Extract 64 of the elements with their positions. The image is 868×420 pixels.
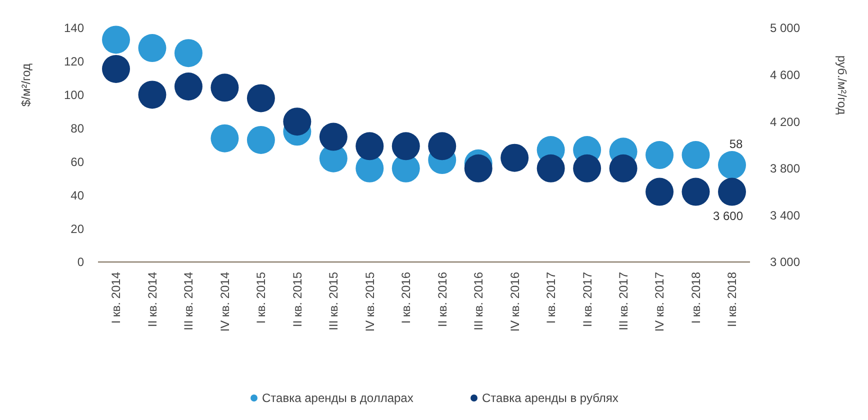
point [138,80,166,109]
point [283,108,312,136]
y2-tick-label: 4 200 [770,114,800,129]
y2-tick-label: 3 800 [770,162,800,176]
y-tick-label: 40 [70,188,84,202]
point [464,154,492,182]
point [392,132,420,160]
x-tick-label: III кв. 2015 [326,272,341,330]
x-tick-label: II кв. 2018 [725,272,740,327]
point [319,122,348,151]
point [102,54,130,83]
y2-tick-label: 3 400 [770,208,800,222]
point [646,178,674,206]
y-tick-label: 100 [64,88,84,102]
point [573,154,602,182]
point [138,34,166,62]
x-tick-label: I кв. 2018 [688,272,703,324]
x-tick-label: III кв. 2014 [182,272,196,330]
x-tick-label: IV кв. 2017 [652,272,667,332]
x-tick-label: III кв. 2016 [472,272,486,330]
y2-tick-label: 5 000 [770,21,800,36]
x-tick-label: IV кв. 2014 [218,272,232,332]
x-tick-label: II кв. 2015 [290,272,304,327]
point [174,39,202,68]
point [102,26,130,54]
y2-axis-title: руб./м²/год [835,55,849,115]
point [356,132,384,160]
x-tick-label: I кв. 2014 [109,272,124,324]
x-tick-label: II кв. 2016 [435,272,450,327]
y-tick-label: 20 [70,222,84,236]
x-tick-label: IV кв. 2015 [362,272,377,332]
x-tick-label: II кв. 2014 [145,272,160,327]
y-tick-label: 0 [77,255,84,270]
point [500,144,529,172]
point [536,154,565,182]
x-tick-label: II кв. 2017 [580,272,594,327]
point [246,126,275,154]
point [682,178,710,206]
legend-label: Ставка аренды в рублях [482,391,618,406]
point [246,84,275,112]
x-tick-label: I кв. 2016 [399,272,414,324]
point [210,124,239,152]
y-tick-label: 120 [64,54,84,69]
x-tick-label: I кв. 2015 [254,272,268,324]
x-tick-label: IV кв. 2016 [508,272,522,332]
data-label: 58 [729,137,743,152]
point [718,151,746,180]
point [609,154,638,182]
y-tick-label: 140 [64,21,84,36]
point [210,74,239,102]
x-tick-label: III кв. 2017 [616,272,630,330]
point [682,141,710,170]
y2-tick-label: 3 000 [770,255,800,270]
y-tick-label: 60 [70,154,84,169]
point [428,132,456,160]
data-label: 3 600 [712,208,744,223]
point [174,72,202,100]
legend-label: Ставка аренды в долларах [262,391,414,406]
y-tick-label: 80 [70,121,84,136]
x-tick-label: I кв. 2017 [544,272,558,324]
point [646,141,674,170]
point [718,178,746,206]
y-axis-title: $/м²/год [19,63,33,107]
y2-tick-label: 4 600 [770,68,800,82]
